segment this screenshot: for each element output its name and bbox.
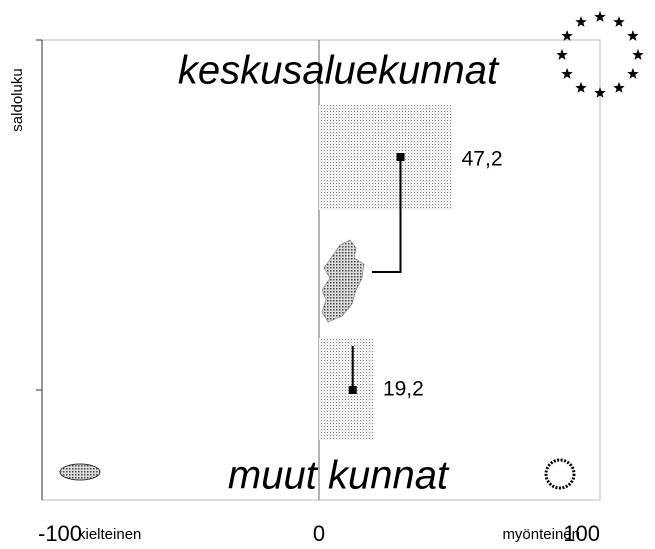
value-label: 19,2 bbox=[383, 378, 424, 401]
category-label: keskusaluekunnat bbox=[178, 49, 500, 93]
point-marker bbox=[396, 153, 405, 161]
star bbox=[594, 87, 606, 98]
car-icon bbox=[59, 463, 101, 481]
finland-map bbox=[321, 239, 365, 323]
y-axis-label: saldoluku bbox=[9, 68, 26, 131]
x-axis-label-right: myönteinen bbox=[502, 526, 580, 543]
x-tick-label: 100 bbox=[563, 521, 600, 546]
x-axis-label-left: kielteinen bbox=[78, 526, 141, 543]
star bbox=[561, 30, 573, 41]
star bbox=[561, 68, 573, 79]
category-label: muut kunnat bbox=[228, 454, 450, 498]
x-tick-label: -100 bbox=[38, 521, 82, 546]
star bbox=[613, 16, 625, 27]
bar bbox=[319, 338, 373, 440]
sun-icon bbox=[544, 458, 576, 490]
star bbox=[594, 11, 606, 22]
star bbox=[632, 49, 644, 60]
star bbox=[613, 81, 625, 93]
star bbox=[627, 68, 639, 79]
star bbox=[627, 30, 639, 41]
value-label: 47,2 bbox=[462, 148, 503, 171]
point-marker bbox=[348, 386, 357, 394]
star bbox=[575, 16, 587, 27]
bar bbox=[319, 105, 452, 210]
x-tick-label: 0 bbox=[313, 521, 325, 546]
connector bbox=[372, 157, 402, 273]
star bbox=[556, 49, 568, 60]
eu-stars bbox=[556, 11, 644, 98]
star bbox=[575, 81, 587, 93]
